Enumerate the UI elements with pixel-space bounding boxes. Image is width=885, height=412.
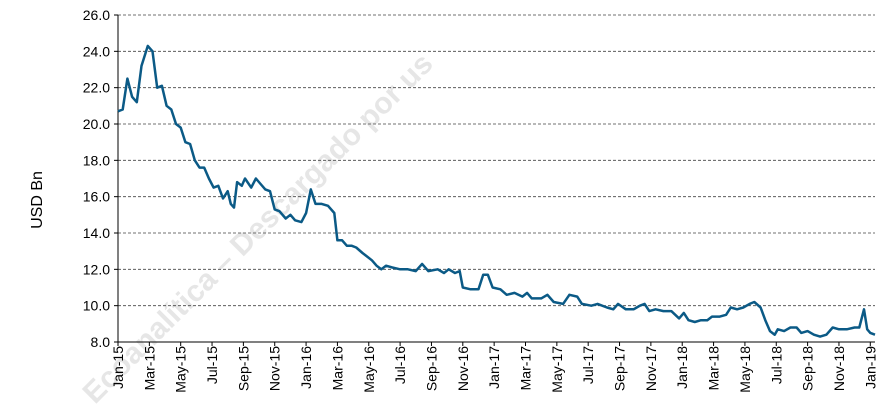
x-tick-label: May-15 — [173, 346, 189, 393]
data-line — [117, 44, 876, 338]
x-tick-label: Jul-17 — [580, 346, 596, 384]
y-tick-label: 16.0 — [83, 189, 110, 205]
y-tick-label: 26.0 — [83, 7, 110, 23]
y-tick-label: 10.0 — [83, 298, 110, 314]
x-tick-label: Mar-17 — [517, 346, 533, 391]
y-tick-label: 8.0 — [91, 334, 111, 350]
x-tick-label: Jan-19 — [862, 346, 878, 389]
x-tick-label: May-17 — [549, 346, 565, 393]
watermark: Ecoanalítica – Descargado por us — [77, 47, 440, 410]
x-tick-label: May-16 — [361, 346, 377, 393]
x-tick-label: Sep-18 — [800, 346, 816, 391]
x-tick-label: May-18 — [737, 346, 753, 393]
y-tick-label: 12.0 — [83, 261, 110, 277]
x-tick-label: Sep-16 — [423, 346, 439, 391]
x-tick-label: Jan-18 — [674, 346, 690, 389]
y-tick-label: 20.0 — [83, 116, 110, 132]
x-tick-label: Mar-15 — [141, 346, 157, 391]
x-tick-label: Jan-17 — [486, 346, 502, 389]
x-tick-label: Jul-18 — [768, 346, 784, 384]
x-tick-label: Mar-18 — [706, 346, 722, 391]
x-tick-label: Nov-16 — [455, 346, 471, 391]
y-tick-label: 24.0 — [83, 43, 110, 59]
x-tick-label: Sep-15 — [235, 346, 251, 391]
x-tick-label: Mar-16 — [329, 346, 345, 391]
x-tick-label: Nov-18 — [831, 346, 847, 391]
x-tick-label: Sep-17 — [612, 346, 628, 391]
x-tick-label: Jul-15 — [204, 346, 220, 384]
x-tick-label: Nov-17 — [643, 346, 659, 391]
y-tick-label: 14.0 — [83, 225, 110, 241]
x-tick-label: Jan-15 — [110, 346, 126, 389]
y-tick-label: 22.0 — [83, 80, 110, 96]
x-tick-label: Nov-15 — [267, 346, 283, 391]
x-tick-label: Jan-16 — [298, 346, 314, 389]
y-tick-label: 18.0 — [83, 152, 110, 168]
x-tick-label: Jul-16 — [392, 346, 408, 384]
y-axis-label: USD Bn — [29, 171, 46, 229]
